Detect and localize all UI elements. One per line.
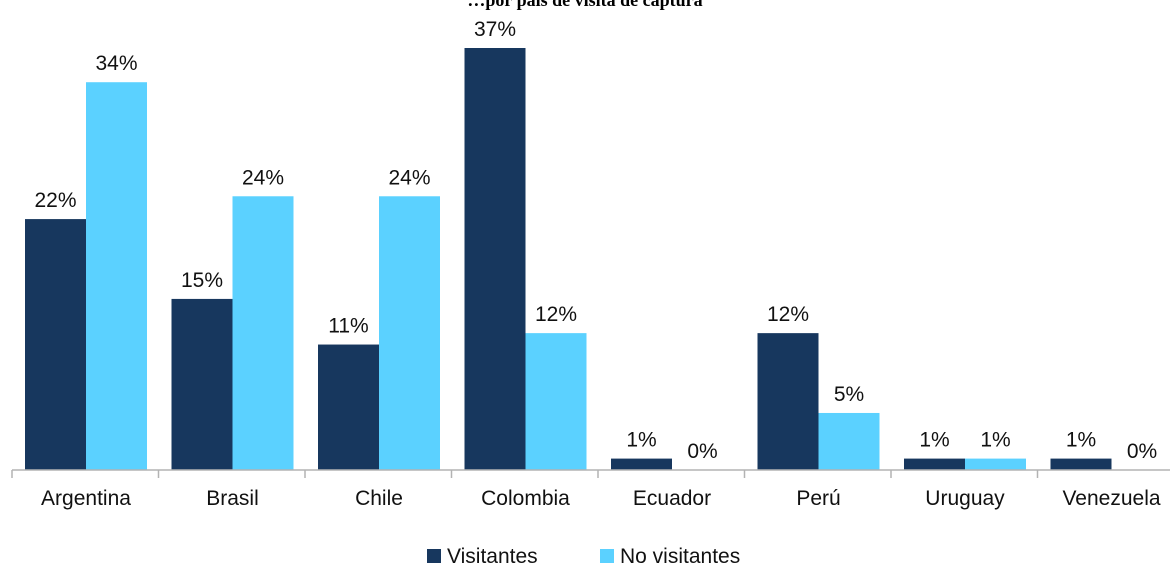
category-label-chile: Chile	[355, 487, 403, 510]
legend-label-no-visitantes: No visitantes	[620, 545, 740, 567]
category-label-brasil: Brasil	[206, 487, 259, 510]
category-label-venezuela: Venezuela	[1062, 487, 1160, 510]
legend-swatch-visitantes	[427, 549, 441, 563]
bar-no-visitantes-argentina	[86, 82, 147, 470]
legend: Visitantes No visitantes	[427, 545, 740, 567]
value-label-visitantes-uruguay: 1%	[919, 429, 949, 452]
chart-title: …por país de visita de captura	[467, 0, 702, 10]
bar-visitantes-chile	[318, 344, 379, 470]
value-label-no-visitantes-colombia: 12%	[535, 303, 577, 326]
bar-no-visitantes-colombia	[525, 333, 587, 470]
value-label-visitantes-chile: 11%	[328, 315, 368, 338]
value-label-no-visitantes-ecuador: 0%	[687, 440, 717, 463]
value-label-visitantes-colombia: 37%	[474, 18, 516, 41]
bar-visitantes-uruguay	[904, 458, 965, 470]
category-label-argentina: Argentina	[41, 487, 131, 510]
value-label-no-visitantes-peru: 5%	[834, 383, 864, 406]
bar-visitantes-ecuador	[611, 458, 672, 470]
bar-visitantes-peru	[757, 333, 819, 470]
bar-no-visitantes-chile	[379, 196, 440, 470]
value-label-visitantes-argentina: 22%	[34, 189, 76, 212]
value-label-visitantes-venezuela: 1%	[1066, 429, 1096, 452]
x-axis-ticks	[11, 470, 1039, 478]
value-label-visitantes-brasil: 15%	[181, 269, 223, 292]
category-label-colombia: Colombia	[481, 487, 570, 510]
bar-no-visitantes-peru	[818, 412, 880, 470]
bar-no-visitantes-uruguay	[965, 458, 1026, 470]
bar-no-visitantes-brasil	[232, 196, 294, 470]
category-labels-layer: Argentina Brasil Chile Colombia Ecuador Perú U…	[41, 487, 1161, 510]
legend-swatch-no-visitantes	[600, 549, 614, 563]
bar-visitantes-argentina	[25, 219, 86, 470]
category-label-ecuador: Ecuador	[633, 487, 711, 510]
value-label-no-visitantes-chile: 24%	[388, 166, 430, 189]
value-label-no-visitantes-argentina: 34%	[95, 52, 137, 75]
legend-label-visitantes: Visitantes	[447, 545, 538, 567]
value-label-visitantes-peru: 12%	[767, 303, 809, 326]
value-label-no-visitantes-brasil: 24%	[242, 166, 284, 189]
category-label-uruguay: Uruguay	[925, 487, 1005, 510]
bar-visitantes-brasil	[171, 298, 233, 470]
value-labels-layer: 22% 34% 15% 24% 11% 24% 37% 12% 1% 0% 12% 5% 1% 1% 1% 0…	[34, 18, 1157, 463]
bars-layer	[25, 48, 1112, 470]
value-label-no-visitantes-uruguay: 1%	[980, 429, 1010, 452]
value-label-visitantes-ecuador: 1%	[626, 429, 656, 452]
bar-visitantes-colombia	[464, 48, 526, 470]
value-label-no-visitantes-venezuela: 0%	[1127, 440, 1157, 463]
category-label-peru: Perú	[796, 487, 840, 510]
bar-visitantes-venezuela	[1050, 458, 1112, 470]
